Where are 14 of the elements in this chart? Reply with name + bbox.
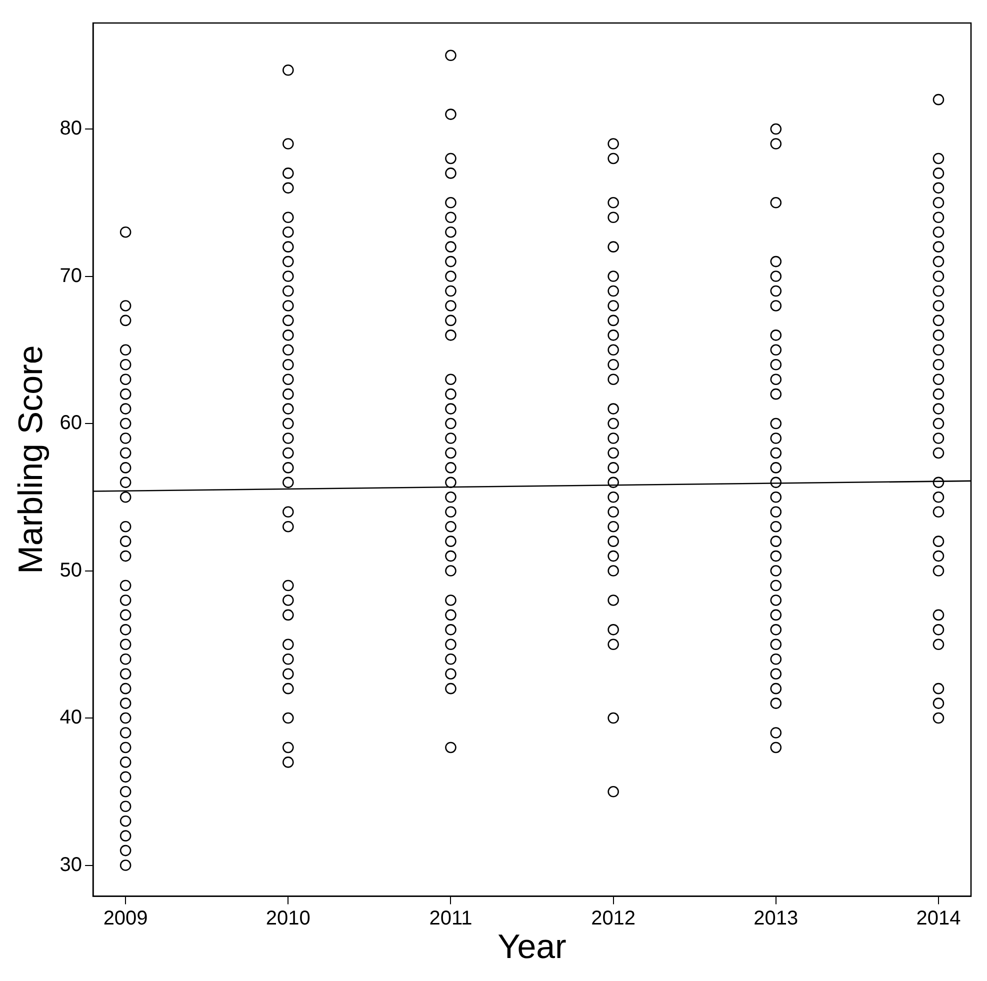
x-axis-title: Year xyxy=(498,928,566,966)
y-tick-label: 70 xyxy=(60,264,82,287)
y-tick-label: 40 xyxy=(60,706,82,729)
x-tick-label: 2013 xyxy=(754,908,798,930)
x-tick-label: 2014 xyxy=(916,908,961,930)
y-tick-label: 30 xyxy=(60,854,82,876)
y-tick-label: 50 xyxy=(60,559,82,582)
y-axis-title: Marbling Score xyxy=(12,345,50,574)
y-tick-label: 60 xyxy=(60,412,82,434)
x-tick-label: 2010 xyxy=(266,908,310,930)
y-tick-label: 80 xyxy=(60,118,82,140)
x-tick-label: 2011 xyxy=(429,908,472,930)
x-tick-label: 2009 xyxy=(103,908,148,930)
x-tick-label: 2012 xyxy=(591,908,636,930)
